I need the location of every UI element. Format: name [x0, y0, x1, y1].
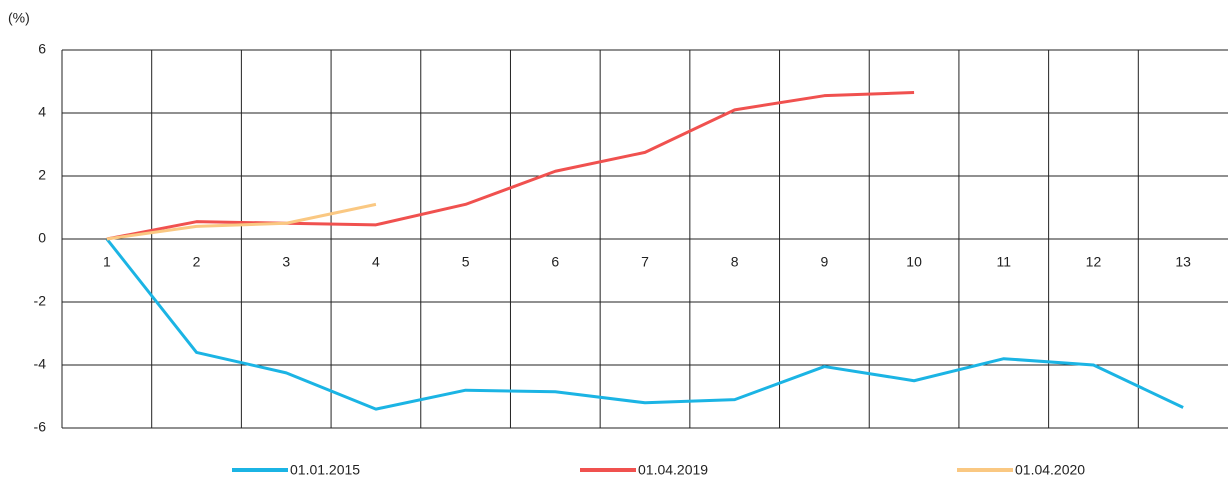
x-tick-label: 1	[103, 254, 111, 270]
y-tick-label: 6	[38, 41, 46, 57]
y-tick-label: 2	[38, 167, 46, 183]
x-tick-label: 13	[1175, 254, 1191, 270]
x-tick-label: 10	[906, 254, 922, 270]
series-line	[106, 202, 377, 241]
y-tick-label: 0	[38, 230, 46, 246]
y-tick-label: -2	[34, 293, 47, 309]
x-tick-label: 11	[996, 254, 1011, 270]
x-tick-label: 6	[551, 254, 559, 270]
legend-label: 01.01.2015	[290, 462, 360, 478]
series-line	[105, 238, 1184, 411]
x-tick-label: 9	[820, 254, 828, 270]
y-tick-label: -4	[34, 356, 47, 372]
x-tick-label: 7	[641, 254, 649, 270]
x-tick-label: 3	[282, 254, 290, 270]
x-tick-label: 5	[462, 254, 470, 270]
x-tick-label: 12	[1086, 254, 1102, 270]
x-tick-label: 8	[731, 254, 739, 270]
legend-label: 01.04.2020	[1015, 462, 1085, 478]
y-tick-label: 4	[38, 104, 46, 120]
y-tick-label: -6	[34, 419, 47, 435]
legend-label: 01.04.2019	[638, 462, 708, 478]
series-line	[106, 91, 915, 241]
x-tick-label: 4	[372, 254, 380, 270]
y-unit: (%)	[8, 10, 30, 26]
x-tick-label: 2	[193, 254, 201, 270]
